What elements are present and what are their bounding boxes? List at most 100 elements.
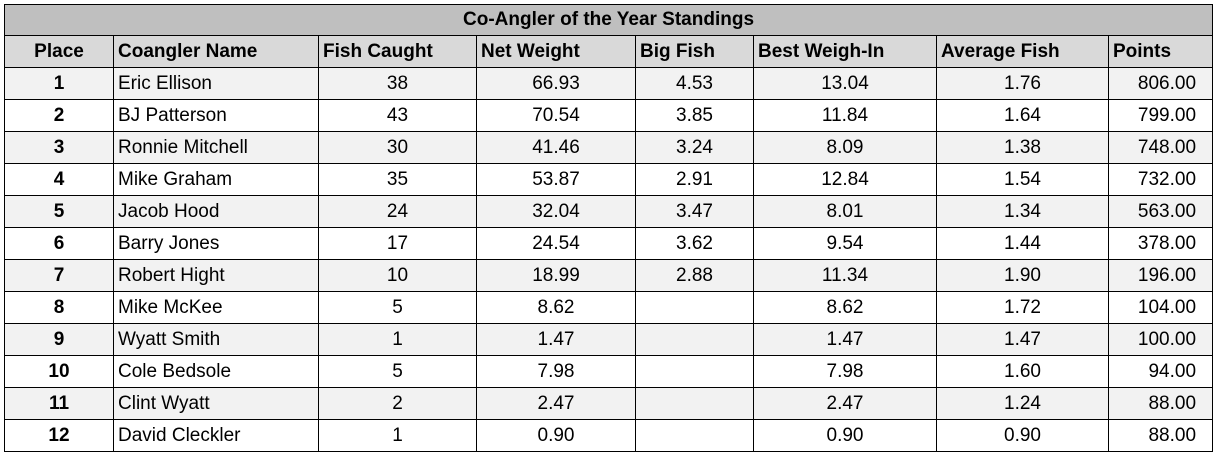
table-cell: 9.54 <box>753 227 937 260</box>
table-cell: 11.84 <box>753 99 937 132</box>
column-header: Points <box>1107 35 1214 68</box>
table-cell: 10 <box>318 259 477 292</box>
table-cell: 12.84 <box>753 163 937 196</box>
table-cell <box>635 355 754 388</box>
table-cell: 1 <box>318 419 477 452</box>
table-cell: 24 <box>318 195 477 228</box>
table-cell: Robert Hight <box>113 259 319 292</box>
table-title: Co-Angler of the Year Standings <box>3 4 1214 36</box>
table-cell: 1.72 <box>936 291 1109 324</box>
table-cell: 0.90 <box>476 419 636 452</box>
table-cell: Barry Jones <box>113 227 319 260</box>
table-cell: 53.87 <box>476 163 636 196</box>
table-cell: 8.09 <box>753 131 937 164</box>
column-header: Big Fish <box>635 35 754 68</box>
table-cell: 3.24 <box>635 131 754 164</box>
table-cell: 66.93 <box>476 67 636 100</box>
column-header: Average Fish <box>936 35 1109 68</box>
table-row: 11 Clint Wyatt 2 2.47 2.47 1.24 88.00 <box>4 387 1214 420</box>
table-cell <box>635 291 754 324</box>
table-cell: 1.90 <box>936 259 1109 292</box>
table-cell: 13.04 <box>753 67 937 100</box>
table-cell: Cole Bedsole <box>113 355 319 388</box>
table-cell: 2.47 <box>476 387 636 420</box>
table-cell: 8.62 <box>753 291 937 324</box>
table-cell: 32.04 <box>476 195 636 228</box>
table-row: 8 Mike McKee 5 8.62 8.62 1.72 104.00 <box>4 291 1214 324</box>
table-cell: 35 <box>318 163 477 196</box>
table-cell: 5 <box>4 195 114 228</box>
table-cell: 18.99 <box>476 259 636 292</box>
table-cell: 38 <box>318 67 477 100</box>
table-cell: 1.60 <box>936 355 1109 388</box>
table-row: 9 Wyatt Smith 1 1.47 1.47 1.47 100.00 <box>4 323 1214 356</box>
table-cell: 2 <box>4 99 114 132</box>
table-cell: 799.00 <box>1107 99 1214 132</box>
column-header: Place <box>4 35 114 68</box>
table-cell: Jacob Hood <box>113 195 319 228</box>
table-cell: 100.00 <box>1107 323 1214 356</box>
table-cell: 378.00 <box>1107 227 1214 260</box>
table-cell: 94.00 <box>1107 355 1214 388</box>
column-header: Coangler Name <box>113 35 319 68</box>
table-row: 7 Robert Hight 10 18.99 2.88 11.34 1.90 196.00 <box>4 259 1214 292</box>
table-cell: BJ Patterson <box>113 99 319 132</box>
table-cell: 2.47 <box>753 387 937 420</box>
table-cell: David Cleckler <box>113 419 319 452</box>
table-cell: Mike Graham <box>113 163 319 196</box>
table-cell: 88.00 <box>1107 419 1214 452</box>
standings-table: Co-Angler of the Year Standings Place Coa… <box>3 4 1214 452</box>
table-cell: 30 <box>318 131 477 164</box>
table-body: 1 Eric Ellison 38 66.93 4.53 13.04 1.76 806.00 2… <box>4 67 1214 452</box>
table-row: 6 Barry Jones 17 24.54 3.62 9.54 1.44 378.00 <box>4 227 1214 260</box>
table-cell: 2.91 <box>635 163 754 196</box>
table-cell: 9 <box>4 323 114 356</box>
table-cell: 4.53 <box>635 67 754 100</box>
table-row: 2 BJ Patterson 43 70.54 3.85 11.84 1.64 799.00 <box>4 99 1214 132</box>
table-cell: 0.90 <box>753 419 937 452</box>
table-cell: 3 <box>4 131 114 164</box>
table-cell: 12 <box>4 419 114 452</box>
table-cell: Mike McKee <box>113 291 319 324</box>
table-cell: 1.38 <box>936 131 1109 164</box>
table-cell: 1.34 <box>936 195 1109 228</box>
table-cell: 41.46 <box>476 131 636 164</box>
table-cell: 11.34 <box>753 259 937 292</box>
table-cell: 1.47 <box>936 323 1109 356</box>
table-cell: 1 <box>318 323 477 356</box>
table-cell: 563.00 <box>1107 195 1214 228</box>
table-cell: Wyatt Smith <box>113 323 319 356</box>
table-cell: 3.85 <box>635 99 754 132</box>
table-cell: 10 <box>4 355 114 388</box>
table-cell: 5 <box>318 355 477 388</box>
table-cell: 5 <box>318 291 477 324</box>
table-cell <box>635 323 754 356</box>
title-row: Co-Angler of the Year Standings <box>3 4 1214 36</box>
header-row: Place Coangler Name Fish Caught Net Weight B… <box>4 35 1214 68</box>
table-cell: 2.88 <box>635 259 754 292</box>
column-header: Fish Caught <box>318 35 477 68</box>
table-cell: 24.54 <box>476 227 636 260</box>
table-cell: 8.62 <box>476 291 636 324</box>
table-row: 10 Cole Bedsole 5 7.98 7.98 1.60 94.00 <box>4 355 1214 388</box>
table-cell: 7 <box>4 259 114 292</box>
table-cell: 70.54 <box>476 99 636 132</box>
table-cell: 1.44 <box>936 227 1109 260</box>
table-cell: 1.24 <box>936 387 1109 420</box>
column-header: Net Weight <box>476 35 636 68</box>
table-cell: 748.00 <box>1107 131 1214 164</box>
table-cell: 1.54 <box>936 163 1109 196</box>
table-cell: 43 <box>318 99 477 132</box>
table-cell: 196.00 <box>1107 259 1214 292</box>
table-cell <box>635 419 754 452</box>
table-cell: 8.01 <box>753 195 937 228</box>
table-row: 4 Mike Graham 35 53.87 2.91 12.84 1.54 732.00 <box>4 163 1214 196</box>
table-cell: 6 <box>4 227 114 260</box>
table-cell <box>635 387 754 420</box>
table-cell: 1 <box>4 67 114 100</box>
table-cell: 7.98 <box>753 355 937 388</box>
table-row: 1 Eric Ellison 38 66.93 4.53 13.04 1.76 806.00 <box>4 67 1214 100</box>
table-cell: 104.00 <box>1107 291 1214 324</box>
table-row: 3 Ronnie Mitchell 30 41.46 3.24 8.09 1.38 748.0… <box>4 131 1214 164</box>
